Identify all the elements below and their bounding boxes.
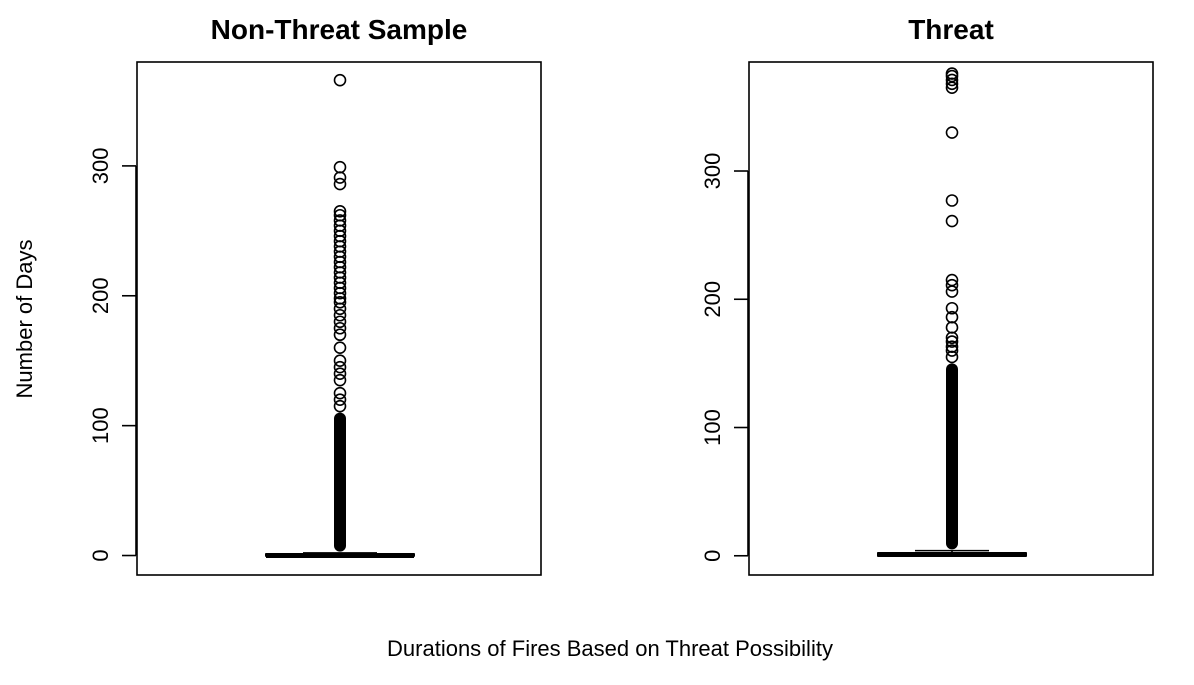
non-threat-panel-title: Non-Threat Sample	[211, 14, 468, 45]
threat-panel: Threat 0 100 200 300	[700, 14, 1154, 576]
non-threat-outlier-point	[333, 393, 347, 406]
threat-y-tick-label: 100	[700, 409, 725, 446]
threat-outlier-point	[945, 67, 959, 80]
threat-outlier-point	[945, 214, 959, 228]
threat-plot-frame	[748, 61, 1154, 576]
non-threat-outlier-point	[333, 341, 347, 355]
non-threat-outlier-point	[333, 373, 347, 387]
non-threat-outlier-point	[333, 73, 347, 87]
non-threat-outlier-point	[333, 386, 347, 400]
threat-outlier-point	[945, 73, 959, 87]
threat-y-tick-label: 200	[700, 281, 725, 318]
threat-outlier-point	[945, 273, 959, 287]
non-threat-outlier-point	[333, 328, 347, 342]
non-threat-outlier-point	[333, 177, 347, 191]
threat-outlier-point	[945, 335, 959, 348]
threat-outlier-point	[945, 310, 959, 324]
y-axis-label: Number of Days	[12, 240, 37, 399]
non-threat-panel: Non-Threat Sample 0 100 200 300	[88, 14, 542, 576]
non-threat-outlier-point	[333, 360, 347, 374]
non-threat-outlier-point	[333, 399, 347, 413]
non-threat-y-tick-label: 0	[88, 549, 113, 561]
non-threat-outlier-point	[333, 208, 347, 222]
x-axis-label: Durations of Fires Based on Threat Possi…	[387, 636, 833, 661]
non-threat-outlier-point	[333, 160, 347, 174]
non-threat-outlier-point	[333, 315, 347, 329]
threat-outlier-band	[946, 363, 958, 550]
threat-outlier-point	[945, 321, 959, 334]
non-threat-outlier-point	[333, 205, 347, 218]
threat-outlier-point	[945, 194, 959, 207]
threat-y-tick-label: 300	[700, 153, 725, 190]
non-threat-outlier-point	[333, 171, 347, 184]
threat-outlier-point	[945, 126, 959, 139]
non-threat-y-tick-label: 200	[88, 277, 113, 314]
non-threat-marks	[265, 73, 415, 559]
non-threat-outlier-point	[333, 302, 347, 316]
non-threat-plot-frame	[136, 61, 542, 576]
non-threat-outlier-point	[333, 321, 347, 335]
threat-outlier-point	[945, 278, 959, 292]
non-threat-y-tick-label: 300	[88, 148, 113, 185]
non-threat-outlier-point	[333, 354, 347, 368]
threat-y-axis: 0 100 200 300	[700, 153, 749, 562]
non-threat-outlier-point	[333, 214, 347, 227]
non-threat-outlier-point	[333, 308, 347, 322]
non-threat-y-tick-label: 100	[88, 407, 113, 444]
threat-outlier-point	[945, 350, 959, 364]
threat-outlier-point	[945, 301, 959, 315]
threat-outlier-point	[945, 340, 959, 354]
non-threat-outlier-point	[333, 295, 347, 309]
threat-marks	[877, 67, 1027, 557]
non-threat-outlier-point	[333, 367, 347, 380]
threat-outlier-point	[945, 285, 959, 298]
threat-outlier-point	[945, 344, 959, 357]
non-threat-y-axis: 0 100 200 300	[88, 148, 137, 562]
threat-panel-title: Threat	[908, 14, 994, 45]
non-threat-outlier-band	[334, 412, 346, 552]
threat-y-tick-label: 0	[700, 550, 725, 562]
